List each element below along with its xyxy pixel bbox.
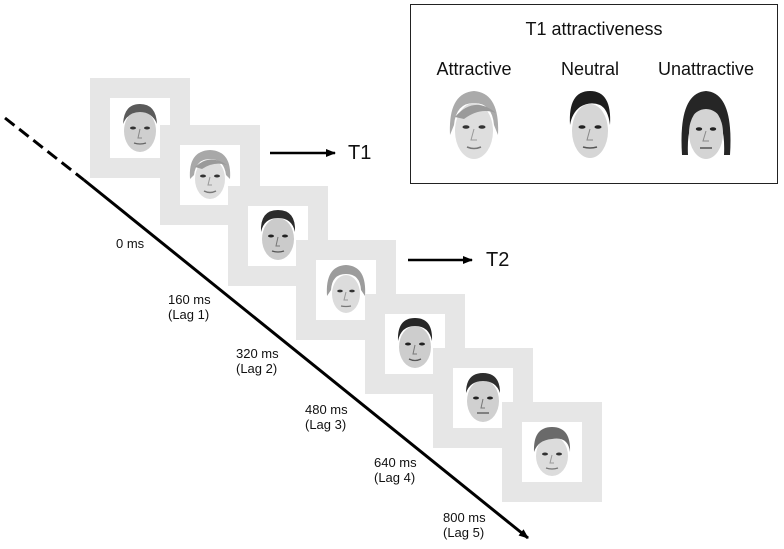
face-blonde-female-image <box>444 85 504 171</box>
stimulus-frame-5 <box>365 294 465 394</box>
time-label-2: 320 ms (Lag 2) <box>236 346 279 376</box>
face-brown-hair-female-image <box>676 85 736 171</box>
t1-label: T1 <box>348 142 372 164</box>
time-label-5: 800 ms (Lag 5) <box>443 510 486 540</box>
t2-label: T2 <box>486 249 510 271</box>
time-label-4: 640 ms (Lag 4) <box>374 455 417 485</box>
legend-category-neutral: Neutral <box>530 59 650 171</box>
time-value: 640 ms <box>374 455 417 470</box>
lag-value: (Lag 2) <box>236 361 278 376</box>
timeline-dashed-segment <box>4 116 85 182</box>
category-label: Unattractive <box>657 59 755 79</box>
legend-title: T1 attractiveness <box>525 19 663 39</box>
legend-category-attractive: Attractive <box>414 59 534 171</box>
legend-category-unattractive: Unattractive <box>646 59 766 171</box>
time-value: 480 ms <box>305 402 348 417</box>
stimulus-frame-7 <box>502 402 602 502</box>
time-label-0: 0 ms <box>116 236 144 251</box>
lag-value: (Lag 5) <box>443 525 485 540</box>
timeline-axis <box>83 178 529 540</box>
time-value: 320 ms <box>236 346 279 361</box>
lag-value: (Lag 4) <box>374 470 416 485</box>
time-label-1: 160 ms (Lag 1) <box>168 292 211 322</box>
category-label: Attractive <box>436 59 512 79</box>
stimulus-frame-6 <box>433 348 533 448</box>
category-label: Neutral <box>560 59 620 79</box>
stimulus-frame-4 <box>296 240 396 340</box>
lag-value: (Lag 1) <box>168 307 210 322</box>
t1-attractiveness-legend: T1 attractiveness Attractive Neutral <box>410 4 778 184</box>
face-dark-hair-female-image <box>560 85 620 171</box>
time-label-3: 480 ms (Lag 3) <box>305 402 348 432</box>
face-male-light-hair-image <box>522 422 582 482</box>
time-value: 0 ms <box>116 236 145 251</box>
time-value: 800 ms <box>443 510 486 525</box>
time-value: 160 ms <box>168 292 211 307</box>
lag-value: (Lag 3) <box>305 417 347 432</box>
